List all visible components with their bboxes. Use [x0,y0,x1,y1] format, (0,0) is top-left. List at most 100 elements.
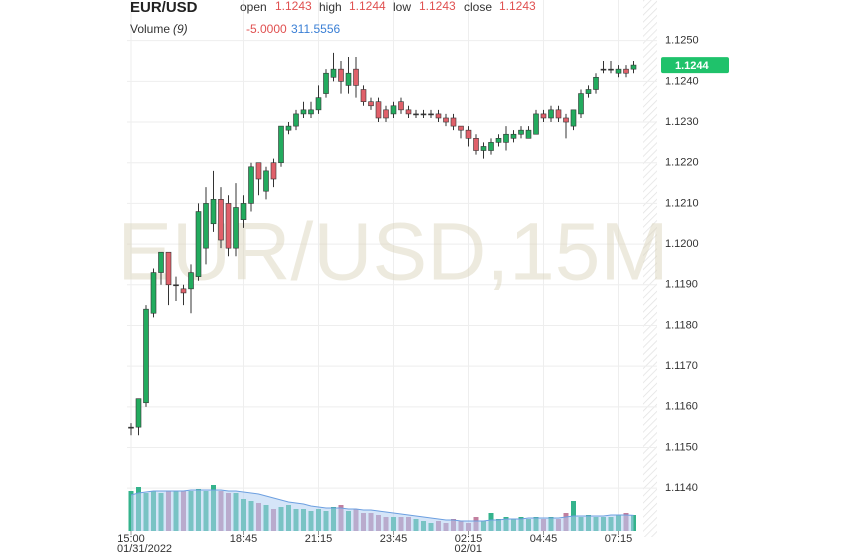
candle-body [195,211,202,277]
candle-body [458,125,464,131]
x-date-label: 02/01 [455,543,483,555]
candle-body [428,113,434,116]
candle-body [135,398,142,428]
volume-ma-area [131,490,634,531]
y-tick-label: 1.1140 [665,482,698,494]
y-tick-label: 1.1150 [665,441,698,453]
candle-body [315,97,322,111]
future-area [643,0,657,537]
candle-body [165,251,172,286]
candle-body [180,288,187,294]
candle-body [375,101,382,119]
candle-body [518,129,524,135]
candle-body [435,113,442,119]
candle-body [278,125,284,164]
candle-body [143,308,149,404]
candle-body [330,68,337,78]
legend-label: close [464,0,492,14]
candle-body [398,101,404,111]
candle-body [390,105,397,115]
candle-body [600,68,607,71]
candle-body [585,89,592,94]
volume-change: -5.0000 [246,22,287,36]
y-tick-label: 1.1170 [665,360,698,372]
candle-body [593,76,599,90]
candle-body [300,109,307,115]
candle-body [128,426,134,429]
candle-body [308,109,314,115]
candle-body [293,113,299,127]
volume-label: Volume [130,22,170,36]
x-tick-label: 23:45 [380,533,408,545]
legend-label: high [319,0,342,14]
legend-label: low [393,0,411,14]
candle-body [473,138,479,151]
y-tick-label: 1.1250 [665,35,699,47]
candle-body [255,162,262,180]
candle-body [353,68,359,86]
y-tick-label: 1.1190 [665,279,698,291]
y-tick-label: 1.1210 [665,197,699,209]
candle-body [480,146,487,151]
candle-body [345,72,352,86]
x-tick-label: 15:00 [117,533,145,545]
candle-body [548,109,554,119]
y-tick-label: 1.1200 [665,238,699,250]
candle-body [203,203,209,249]
candle-body [488,142,494,151]
x-tick-label: 21:15 [305,533,333,545]
y-tick-label: 1.1220 [665,157,699,169]
candle-body [285,125,292,131]
legend-value: 1.1243 [419,0,456,13]
y-tick-label: 1.1180 [665,319,698,331]
volume-period: (9) [173,22,188,36]
candle-body [263,170,269,192]
x-tick-label: 07:15 [605,533,633,545]
candle-body [368,101,374,107]
symbol: EUR/USD [130,0,198,16]
candle-body [443,117,449,123]
y-tick-label: 1.1230 [665,116,699,128]
candle-body [465,129,472,139]
candle-body [570,109,577,127]
last-price-badge [661,57,729,74]
candle-body [555,109,562,119]
last-price-label: 1.1244 [675,60,710,72]
candle-body [225,203,232,249]
x-tick-label: 02:15 [455,533,483,545]
candle-body [413,113,419,116]
candle-body [420,113,427,116]
x-tick-label: 18:45 [230,533,258,545]
y-tick-label: 1.1240 [665,75,699,87]
x-tick-label: 04:45 [530,533,558,545]
watermark: EUR/USD,15M [117,207,668,298]
candle-body [563,117,569,123]
candle-body [540,113,547,119]
candle-body [533,113,539,135]
candle-body [188,272,194,290]
legend-value: 1.1244 [349,0,386,13]
candle-body [338,68,344,82]
volume-ma-line [130,489,634,522]
legend-value: 1.1243 [275,0,312,13]
candle-body [450,117,457,127]
legend-value: 1.1243 [499,0,536,13]
candle-body [360,89,367,103]
candle-body [615,68,622,74]
candle-body [503,133,509,143]
candle-body [405,109,412,115]
candle-body [608,68,614,71]
x-date-label: 01/31/2022 [117,543,172,555]
candle-body [510,133,517,139]
candle-body [150,272,157,314]
candle-body [323,72,329,94]
candle-body [630,64,637,70]
candle-body [270,162,277,180]
candle-body [173,284,179,287]
candle-body [495,138,502,143]
candle-body [578,93,584,115]
candle-body [623,68,629,74]
legend-label: open [240,0,267,14]
candle-body [233,207,239,249]
